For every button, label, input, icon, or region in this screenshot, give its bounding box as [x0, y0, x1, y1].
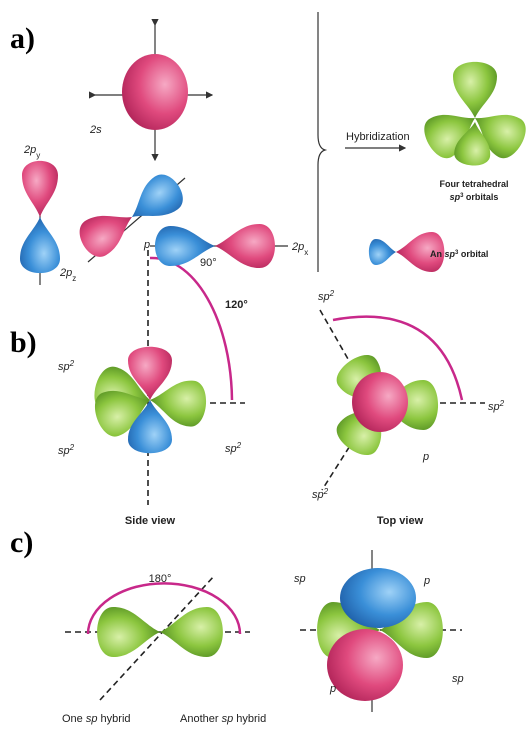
orbital-sphere — [352, 372, 408, 432]
orbital-lobe — [20, 217, 60, 273]
label: p — [422, 451, 429, 463]
label: sp2 — [318, 289, 335, 304]
label: An sp3 orbital — [430, 249, 488, 259]
label: 2s — [89, 124, 102, 136]
orbital-sphere — [327, 629, 403, 701]
label: 180° — [149, 573, 172, 585]
label: 2p — [291, 241, 304, 253]
label: sp — [445, 249, 456, 259]
label: hybrid — [97, 713, 130, 725]
label: Four tetrahedral — [439, 179, 508, 189]
label: sp — [225, 443, 237, 455]
label: sp — [294, 573, 306, 585]
label: p — [143, 239, 150, 251]
label: sp — [450, 192, 461, 202]
label: 2p — [59, 267, 72, 279]
label: sp3 orbitals — [450, 192, 499, 202]
label: sp — [488, 401, 500, 413]
orbital-lobe — [97, 607, 160, 657]
label: 2py — [23, 144, 40, 160]
label: One — [62, 713, 86, 725]
label: 120° — [225, 299, 248, 311]
orbital-lobe — [215, 224, 275, 268]
label: sp2 — [58, 443, 75, 458]
label: sp2 — [488, 399, 505, 414]
label: sp — [318, 291, 330, 303]
panel-marker: c) — [10, 526, 33, 559]
label: sp — [452, 673, 464, 685]
label: orbital — [458, 249, 488, 259]
diagram: a) 2s 2py 2pz 2px Hybridization Four tet… — [0, 0, 528, 729]
label: sp2 — [312, 487, 329, 502]
label: 90° — [200, 257, 217, 269]
label: One sp hybrid — [62, 713, 131, 725]
label: 2 — [69, 359, 75, 368]
label: sp — [222, 713, 234, 725]
label: 2pz — [59, 267, 76, 283]
label: sp2 — [58, 359, 75, 374]
label: x — [304, 248, 308, 257]
label: y — [36, 151, 40, 160]
label: 2 — [236, 441, 242, 450]
label: Another sp hybrid — [180, 713, 266, 725]
label: An — [430, 249, 445, 259]
label: 2p — [23, 144, 36, 156]
label: hybrid — [233, 713, 266, 725]
orbital-lobe — [369, 239, 396, 265]
label: sp — [312, 489, 324, 501]
orbital-lobe — [121, 168, 190, 233]
orbital-lobe — [73, 200, 142, 263]
label: sp — [86, 713, 98, 725]
orbital-sphere — [122, 54, 188, 130]
label: sp — [58, 445, 70, 457]
label: 2 — [69, 443, 75, 452]
label: orbitals — [463, 192, 498, 202]
caption: Top view — [377, 515, 424, 527]
label: Hybridization — [346, 131, 410, 143]
orbital-lobe — [22, 161, 58, 217]
label: Another — [180, 713, 222, 725]
label: z — [72, 274, 76, 283]
caption: Side view — [125, 515, 176, 527]
orbital-sphere — [340, 568, 416, 628]
orbital-lobe — [160, 607, 223, 657]
label: p — [329, 683, 336, 695]
label: p — [423, 575, 430, 587]
label: 2 — [323, 487, 329, 496]
panel-marker: b) — [10, 326, 37, 359]
bracket — [318, 12, 325, 272]
label: sp — [58, 361, 70, 373]
label: 2px — [291, 241, 308, 257]
orbitals — [20, 54, 528, 701]
page: {"a":{"marker":"a)","s2":"2s","py":["2p"… — [0, 0, 528, 729]
orbital-lobe — [453, 62, 497, 118]
label: sp2 — [225, 441, 242, 456]
label: 2 — [329, 289, 335, 298]
panel-marker: a) — [10, 22, 35, 55]
label: 2 — [499, 399, 505, 408]
